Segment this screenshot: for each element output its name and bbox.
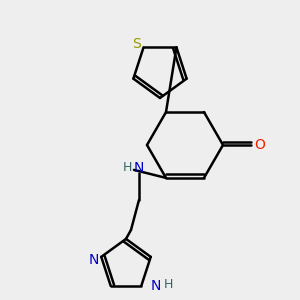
Text: H: H bbox=[122, 161, 132, 174]
Text: N: N bbox=[134, 161, 144, 175]
Text: O: O bbox=[255, 138, 266, 152]
Text: N: N bbox=[150, 279, 161, 293]
Text: H: H bbox=[163, 278, 173, 291]
Text: N: N bbox=[89, 253, 99, 267]
Text: S: S bbox=[132, 37, 141, 51]
